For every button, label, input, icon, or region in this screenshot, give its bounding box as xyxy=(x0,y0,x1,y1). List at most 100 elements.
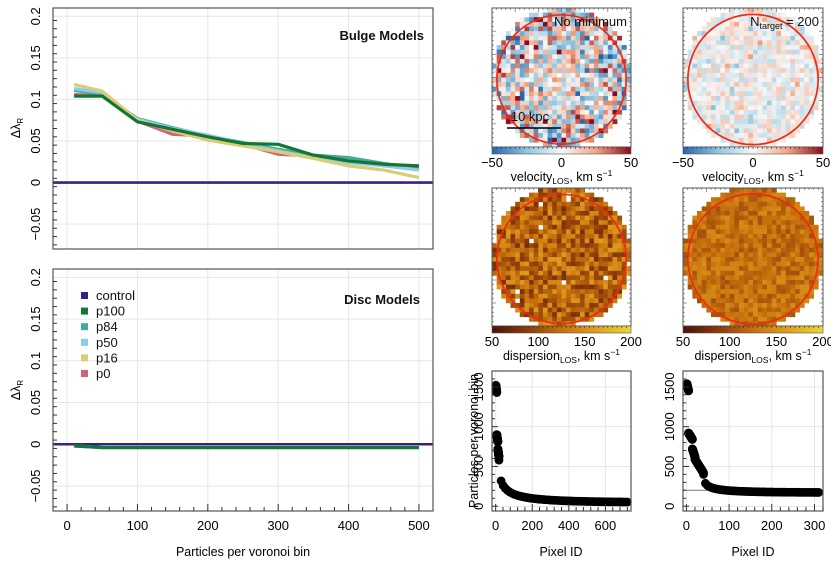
heatmap-cell xyxy=(720,72,726,78)
heatmap-cell xyxy=(701,109,707,115)
heatmap-cell xyxy=(566,224,572,230)
heatmap-cell xyxy=(757,35,763,41)
heatmap-cell xyxy=(743,229,749,235)
heatmap-cell xyxy=(584,133,590,139)
heatmap-cell xyxy=(533,211,539,216)
heatmap-cell xyxy=(743,215,749,221)
heatmap-cell xyxy=(785,58,791,64)
heatmap-cell xyxy=(598,197,604,203)
heatmap-cell xyxy=(603,91,609,97)
heatmap-cell xyxy=(515,266,521,272)
heatmap-cell xyxy=(547,105,553,111)
heatmap-cell xyxy=(753,114,758,120)
heatmap-cell xyxy=(566,266,572,272)
heatmap-cell xyxy=(617,243,623,249)
heatmap-cell xyxy=(547,307,553,313)
heatmap-cell xyxy=(580,303,585,308)
heatmap-cell xyxy=(757,40,763,46)
heatmap-cell xyxy=(538,96,544,101)
heatmap-cell xyxy=(767,31,772,37)
heatmap-cell xyxy=(715,96,721,101)
heatmap-cell xyxy=(697,77,702,83)
heatmap-cell xyxy=(771,303,777,308)
heatmap-cell xyxy=(593,133,599,139)
heatmap-cell xyxy=(547,270,553,276)
heatmap-cell xyxy=(552,40,558,46)
heatmap-cell xyxy=(739,252,744,258)
heatmap-cell xyxy=(771,114,777,120)
heatmap-cell xyxy=(496,68,502,74)
heatmap-cell xyxy=(510,86,516,92)
heatmap-cell xyxy=(767,192,772,198)
heatmap-cell xyxy=(762,275,768,281)
heatmap-cell xyxy=(575,119,581,125)
heatmap-cell xyxy=(538,77,544,83)
heatmap-cell xyxy=(575,114,581,120)
heatmap-cell xyxy=(538,234,544,239)
heatmap-cell xyxy=(501,266,507,272)
heatmap-cell xyxy=(809,234,814,239)
heatmap-cell xyxy=(757,284,763,290)
heatmap-cell xyxy=(552,215,558,221)
heatmap-cell xyxy=(799,91,805,97)
heatmap-cell xyxy=(795,26,800,32)
heatmap-cell xyxy=(598,206,604,212)
legend-label-p50: p50 xyxy=(96,335,118,350)
heatmap-cell xyxy=(575,58,581,64)
heatmap-cell xyxy=(556,68,562,74)
heatmap-cell xyxy=(734,298,740,304)
heatmap-cell xyxy=(556,211,562,216)
heatmap-cell xyxy=(781,229,786,235)
heatmap-cell xyxy=(743,197,749,203)
heatmap-cell xyxy=(781,40,786,46)
heatmap-cell xyxy=(715,307,721,313)
heatmap-cell xyxy=(753,197,758,203)
heatmap-cell xyxy=(561,8,567,13)
heatmap-cell xyxy=(538,188,544,193)
heatmap-cell xyxy=(529,266,534,272)
heatmap-cell xyxy=(753,257,758,262)
heatmap-cell xyxy=(556,188,562,193)
heatmap-cell xyxy=(556,86,562,92)
heatmap-cell xyxy=(729,119,735,125)
heatmap-cell xyxy=(785,303,791,308)
heatmap-cell xyxy=(771,321,777,327)
heatmap-cell xyxy=(706,307,712,313)
heatmap-cell xyxy=(739,86,744,92)
heatmap-cell xyxy=(818,243,824,249)
heatmap-cell xyxy=(510,224,516,230)
heatmap-cell xyxy=(589,284,595,290)
heatmap-cell xyxy=(729,35,735,41)
heatmap-cell xyxy=(603,63,609,69)
heatmap-cell xyxy=(524,114,530,120)
heatmap-cell xyxy=(767,109,772,115)
heatmap-cell xyxy=(598,63,604,69)
heatmap-cell xyxy=(748,303,754,308)
heatmap-cell xyxy=(818,238,824,244)
heatmap-cell xyxy=(515,100,521,106)
heatmap-cell xyxy=(580,82,585,88)
heatmap-cell xyxy=(589,100,595,106)
heatmap-cell xyxy=(771,58,777,64)
heatmap-cell xyxy=(584,82,590,88)
heatmap-cell xyxy=(626,257,632,262)
heatmap-cell xyxy=(529,40,534,46)
heatmap-cell xyxy=(566,49,572,55)
heatmap-cell xyxy=(739,137,744,143)
heatmap-cell xyxy=(781,21,786,27)
heatmap-cell xyxy=(496,72,502,78)
heatmap-cell xyxy=(734,96,740,101)
heatmap-cell xyxy=(799,100,805,106)
heatmap-cell xyxy=(561,188,567,193)
heatmap-cell xyxy=(697,238,702,244)
heatmap-cell xyxy=(697,35,702,41)
heatmap-cell xyxy=(524,215,530,221)
heatmap-cell xyxy=(542,123,548,129)
heatmap-cell xyxy=(711,234,716,239)
heatmap-cell xyxy=(804,63,810,69)
heatmap-cell xyxy=(519,289,525,295)
heatmap-cell xyxy=(501,257,507,262)
heatmap-cell xyxy=(692,215,698,221)
colorbar-tick-label: 200 xyxy=(812,334,831,349)
heatmap-cell xyxy=(799,247,805,253)
